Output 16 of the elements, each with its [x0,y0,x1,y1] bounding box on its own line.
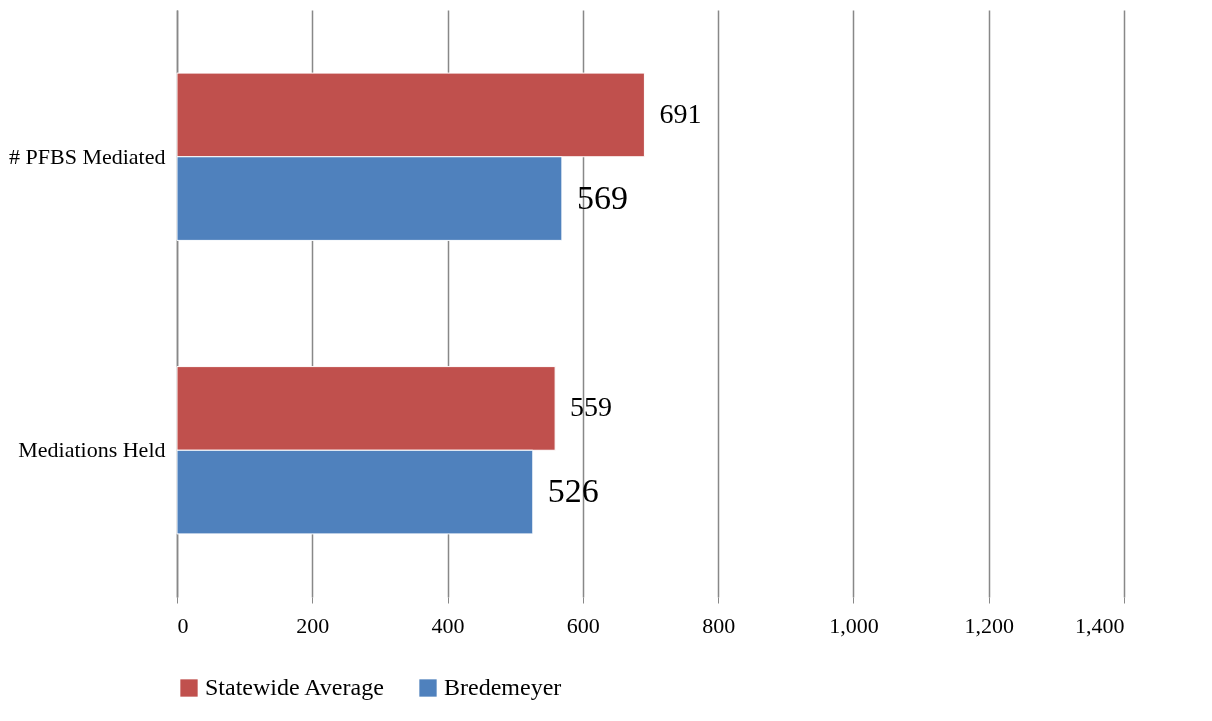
legend-label: Statewide Average [205,674,384,700]
x-tick-label: 800 [702,612,736,638]
x-tick-label: 1,000 [829,612,879,638]
x-tick-label: 400 [431,612,465,638]
legend-label: Bredemeyer [444,674,562,700]
data-label: 526 [547,472,599,510]
x-tick-label: 200 [296,612,330,638]
data-label: 691 [659,97,702,129]
x-tick-label: 600 [566,612,600,638]
y-tick-label: # PFBS Mediated [9,143,166,169]
y-tick-label: Mediations Held [18,437,166,463]
data-label: 559 [570,391,613,423]
x-tick-label: 1,200 [964,612,1014,638]
data-label: 569 [576,178,628,216]
x-tick-label: 0 [177,612,189,638]
x-tick-label: 1,400 [1075,612,1125,638]
